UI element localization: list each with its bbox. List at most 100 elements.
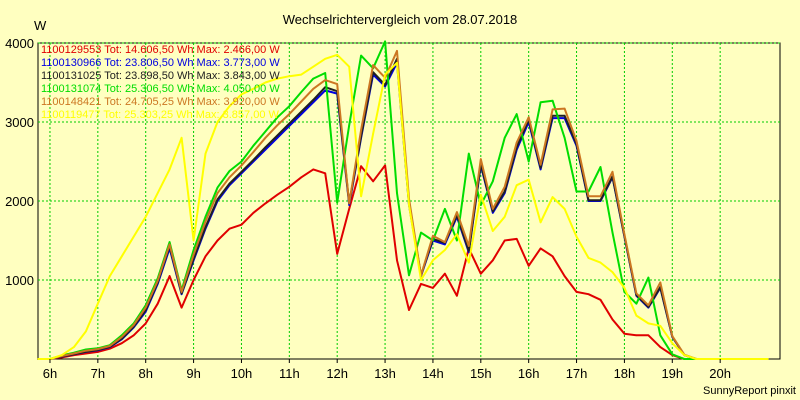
data-point	[276, 134, 279, 137]
data-point	[599, 195, 602, 198]
data-point	[276, 77, 279, 80]
data-point	[97, 351, 99, 353]
x-tick-label: 17h	[566, 366, 588, 381]
data-point	[408, 309, 410, 311]
data-point	[312, 65, 315, 68]
data-point	[563, 114, 566, 117]
data-point	[276, 193, 279, 196]
data-point	[204, 255, 207, 258]
data-point	[575, 291, 578, 293]
data-point	[360, 54, 362, 57]
data-point	[444, 243, 446, 246]
data-point	[121, 255, 123, 258]
data-point	[168, 168, 171, 171]
data-point	[252, 151, 255, 153]
data-point	[252, 88, 255, 90]
y-axis-ticks: 1000 2000 3000 4000	[5, 36, 34, 288]
data-point	[539, 247, 542, 250]
data-point	[300, 176, 303, 179]
data-point	[659, 325, 662, 327]
data-point	[587, 293, 590, 296]
grid	[38, 42, 780, 359]
x-tick-label: 18h	[614, 366, 636, 381]
data-point	[480, 204, 482, 206]
data-point	[228, 105, 231, 107]
data-point	[144, 216, 147, 218]
data-point	[480, 272, 482, 275]
data-point	[348, 204, 351, 206]
data-point	[73, 352, 75, 355]
data-point	[503, 190, 506, 193]
data-point	[109, 275, 111, 277]
data-point	[156, 302, 159, 305]
data-point	[575, 190, 578, 193]
x-tick-label: 14h	[422, 366, 444, 381]
data-point	[659, 334, 662, 337]
data-point	[480, 193, 482, 196]
data-point	[204, 152, 207, 155]
x-tick-label: 19h	[661, 366, 683, 381]
data-point	[85, 352, 87, 355]
data-point	[456, 233, 458, 235]
data-point	[599, 166, 602, 168]
data-point	[372, 64, 374, 66]
data-point	[503, 216, 506, 218]
data-point	[192, 279, 195, 281]
data-point	[396, 62, 398, 64]
data-point	[635, 302, 638, 305]
data-point	[228, 170, 231, 172]
y-tick-label: 2000	[5, 194, 34, 209]
data-point	[695, 358, 697, 360]
data-point	[539, 167, 542, 169]
data-point	[647, 306, 650, 308]
data-point	[671, 353, 674, 356]
x-tick-label: 8h	[138, 366, 152, 381]
data-point	[132, 235, 135, 238]
data-point	[408, 274, 410, 277]
x-tick-label: 9h	[186, 366, 200, 381]
data-point	[527, 178, 530, 181]
data-point	[240, 171, 243, 173]
data-point	[168, 241, 171, 243]
data-point	[515, 184, 518, 186]
data-point	[623, 291, 626, 293]
data-point	[635, 292, 638, 295]
data-point	[384, 164, 386, 167]
data-point	[288, 122, 291, 125]
data-point	[539, 163, 542, 166]
data-point	[360, 129, 362, 131]
data-point	[121, 342, 123, 345]
data-point	[551, 255, 554, 258]
data-point	[348, 65, 351, 68]
data-point	[396, 192, 398, 194]
data-point	[468, 245, 470, 247]
data-point	[384, 85, 386, 88]
data-point	[37, 358, 39, 360]
data-point	[432, 235, 434, 237]
legend-entry: 1100129553 Tot: 14.606,50 Wh Max: 2.466,…	[41, 44, 280, 56]
data-point	[264, 148, 267, 151]
data-point	[300, 91, 303, 93]
data-point	[372, 133, 374, 135]
data-point	[659, 281, 662, 284]
data-point	[300, 73, 303, 76]
data-point	[539, 168, 542, 171]
data-point	[515, 113, 518, 115]
x-tick-label: 20h	[709, 366, 731, 381]
data-point	[551, 196, 554, 198]
data-point	[288, 113, 291, 115]
data-point	[264, 130, 267, 133]
data-point	[492, 208, 494, 210]
data-point	[468, 261, 470, 264]
data-point	[396, 50, 398, 52]
legend-entry: 1100131074 Tot: 25.306,50 Wh Max: 4.050,…	[41, 83, 280, 95]
data-point	[659, 346, 662, 348]
data-point	[324, 172, 327, 175]
data-point	[348, 208, 351, 210]
data-point	[492, 230, 494, 232]
data-point	[312, 101, 315, 104]
data-point	[527, 265, 530, 267]
data-point	[575, 140, 578, 142]
data-point	[444, 241, 446, 243]
